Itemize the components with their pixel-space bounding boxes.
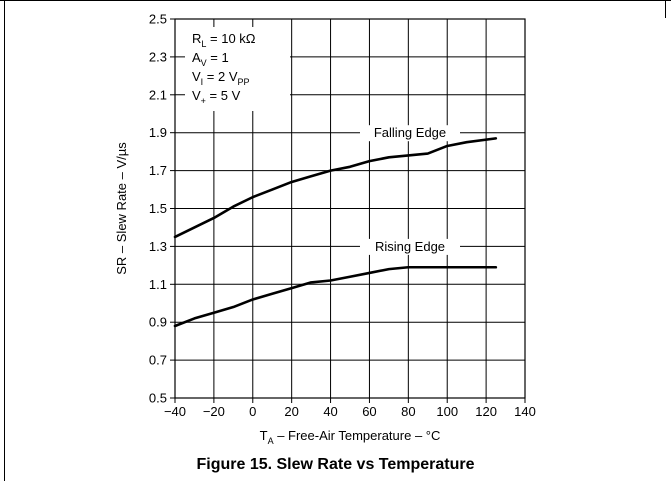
y-axis-label: SR – Slew Rate – V/µs (114, 142, 129, 275)
conditions-box (185, 27, 290, 111)
figure-frame-top-border (0, 0, 671, 1)
x-tick-label: 120 (475, 404, 497, 419)
series-label-background (360, 125, 460, 142)
y-tick-label: 2.1 (149, 87, 167, 102)
y-tick-label: 1.7 (149, 163, 167, 178)
x-tick-label: 140 (514, 404, 536, 419)
x-tick-label: 80 (401, 404, 415, 419)
chart-series (173, 137, 498, 328)
series-label-background (360, 238, 460, 255)
figure-frame-right-border (665, 0, 666, 18)
y-tick-label: 1.3 (149, 239, 167, 254)
y-tick-label: 0.9 (149, 315, 167, 330)
y-tick-label: 1.9 (149, 125, 167, 140)
chart-tick-labels: −40 −20 0 20 40 60 80 100 120 140 0.5 0.7 0.9 1.1 1.3 1… (149, 12, 536, 420)
condition-input-voltage: VI = 2 VPP (192, 69, 250, 87)
chart-grid (170, 18, 526, 403)
figure-frame-left-border (4, 0, 5, 481)
x-axis-label: TA – Free-Air Temperature – °C (260, 428, 441, 446)
x-tick-label: 20 (284, 404, 298, 419)
x-tick-label: −40 (164, 404, 186, 419)
condition-voltage-gain: AV = 1 (192, 50, 229, 68)
figure-caption: Figure 15. Slew Rate vs Temperature (196, 456, 475, 473)
series-label-falling-edge: Falling Edge (374, 125, 446, 140)
condition-supply-voltage: V+ = 5 V (192, 88, 241, 106)
y-tick-label: 2.3 (149, 49, 167, 64)
x-tick-label: 0 (249, 404, 256, 419)
x-tick-label: 100 (436, 404, 458, 419)
y-tick-label: 1.5 (149, 201, 167, 216)
condition-load-resistance: RL = 10 kΩ (192, 31, 256, 49)
plot-area-border (174, 18, 526, 399)
y-tick-label: 0.5 (149, 391, 167, 406)
x-tick-label: 40 (323, 404, 337, 419)
y-tick-label: 1.1 (149, 277, 167, 292)
y-tick-label: 2.5 (149, 12, 167, 27)
x-tick-label: −20 (203, 404, 225, 419)
series-label-rising-edge: Rising Edge (375, 239, 445, 254)
series-line-rising-edge (173, 265, 498, 328)
y-tick-label: 0.7 (149, 353, 167, 368)
x-tick-label: 60 (362, 404, 376, 419)
series-line-falling-edge (173, 137, 498, 239)
